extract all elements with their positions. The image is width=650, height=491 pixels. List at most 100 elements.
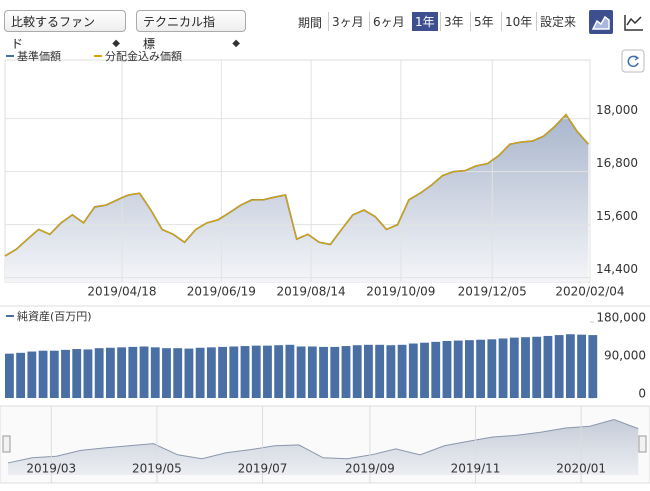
bar: [105, 347, 115, 398]
series-line: [4, 113, 589, 257]
bar: [509, 337, 519, 398]
bar: [554, 335, 564, 398]
x-tick-label: 2019/11: [451, 462, 501, 476]
x-tick-label: 2019/06/19: [187, 285, 256, 299]
bar: [386, 345, 396, 398]
bar: [577, 334, 587, 398]
x-tick-label: 2019/12/05: [458, 285, 527, 299]
x-tick-label: 2020/02/04: [555, 285, 624, 299]
period-button[interactable]: 1年: [412, 12, 438, 31]
period-button[interactable]: 3年: [440, 12, 467, 31]
bar: [476, 339, 486, 398]
x-tick-label: 2019/07: [238, 462, 288, 476]
bar: [408, 343, 418, 398]
bar: [83, 349, 93, 398]
bar: [117, 347, 127, 398]
compare-fund-select[interactable]: 比較するファンド: [4, 10, 126, 55]
legend-label: 基準価額: [17, 49, 61, 63]
x-tick-label: 2019/04/18: [87, 285, 156, 299]
bar: [420, 342, 429, 398]
x-tick-label: 2019/10/09: [366, 285, 435, 299]
bar: [341, 346, 351, 398]
bar: [588, 335, 598, 398]
bar: [397, 344, 407, 398]
reset-button[interactable]: [621, 49, 645, 73]
bar: [319, 346, 328, 398]
period-button[interactable]: 3ヶ月: [328, 12, 367, 31]
bar: [128, 346, 138, 398]
plot-area: [4, 59, 591, 283]
navigator-bg: [0, 405, 650, 484]
y-tick-label: 14,400: [596, 262, 638, 276]
bar: [364, 344, 373, 398]
bar: [72, 349, 82, 398]
period-button[interactable]: 設定来: [536, 12, 579, 31]
bar: [5, 353, 14, 398]
bar: [543, 335, 553, 398]
navigator-line: [7, 419, 639, 464]
bar: [150, 347, 160, 398]
bar: [218, 346, 227, 398]
y-tick-label: 16,800: [596, 156, 638, 170]
technical-select[interactable]: テクニカル指標: [136, 10, 246, 55]
bar: [274, 345, 284, 398]
navigator-handle[interactable]: [2, 435, 11, 453]
area-fill: [5, 114, 589, 282]
bar: [352, 345, 362, 398]
reset-icon-arrow: [634, 55, 640, 61]
reset-icon: [627, 55, 639, 68]
bar: [38, 350, 48, 398]
bar: [453, 340, 463, 398]
x-tick-label: 2019/05: [132, 462, 182, 476]
navigator-fill: [8, 419, 639, 475]
bar: [431, 341, 441, 398]
x-tick-label: 2020/01: [556, 462, 606, 476]
navigator-handle[interactable]: [638, 435, 647, 453]
bar: [206, 347, 216, 398]
bar: [307, 346, 317, 398]
bar: [251, 345, 261, 398]
x-tick-label: 2019/08/14: [277, 285, 346, 299]
bar: [565, 334, 575, 398]
bar: [330, 346, 340, 398]
bar: [139, 346, 149, 398]
y-tick-label: 90,000: [604, 349, 646, 363]
bar: [49, 350, 59, 398]
bar: [521, 337, 530, 398]
x-tick-label: 2019/09: [345, 462, 395, 476]
bar: [375, 344, 385, 398]
bar: [184, 348, 194, 398]
y-tick-label: 180,000: [596, 311, 646, 325]
series-line: [4, 113, 589, 257]
bar: [285, 344, 295, 398]
bar: [442, 341, 452, 398]
area-chart-icon[interactable]: [589, 10, 613, 34]
y-tick-label: 18,000: [596, 103, 638, 117]
bar: [162, 348, 171, 398]
period-label: 期間: [298, 16, 323, 30]
bar: [195, 347, 205, 398]
bar: [27, 351, 37, 398]
x-tick-label: 2019/03: [26, 462, 76, 476]
bar: [263, 345, 272, 398]
bar: [532, 336, 542, 398]
bar: [61, 349, 70, 398]
bar: [173, 348, 183, 398]
bar: [464, 340, 474, 398]
period-button[interactable]: 5年: [470, 12, 497, 31]
period-button[interactable]: 6ヶ月: [369, 12, 408, 31]
y-tick-label: 0: [638, 387, 646, 401]
line-chart-icon[interactable]: [622, 10, 646, 34]
bar: [16, 352, 26, 398]
bar: [240, 346, 250, 398]
bar-title: 純資産(百万円): [17, 309, 92, 323]
period-button[interactable]: 10年: [501, 12, 535, 31]
bar: [296, 346, 306, 398]
bar: [498, 338, 508, 398]
bar: [487, 339, 497, 398]
y-tick-label: 15,600: [596, 209, 638, 223]
bar: [229, 346, 239, 398]
bar: [94, 348, 104, 398]
